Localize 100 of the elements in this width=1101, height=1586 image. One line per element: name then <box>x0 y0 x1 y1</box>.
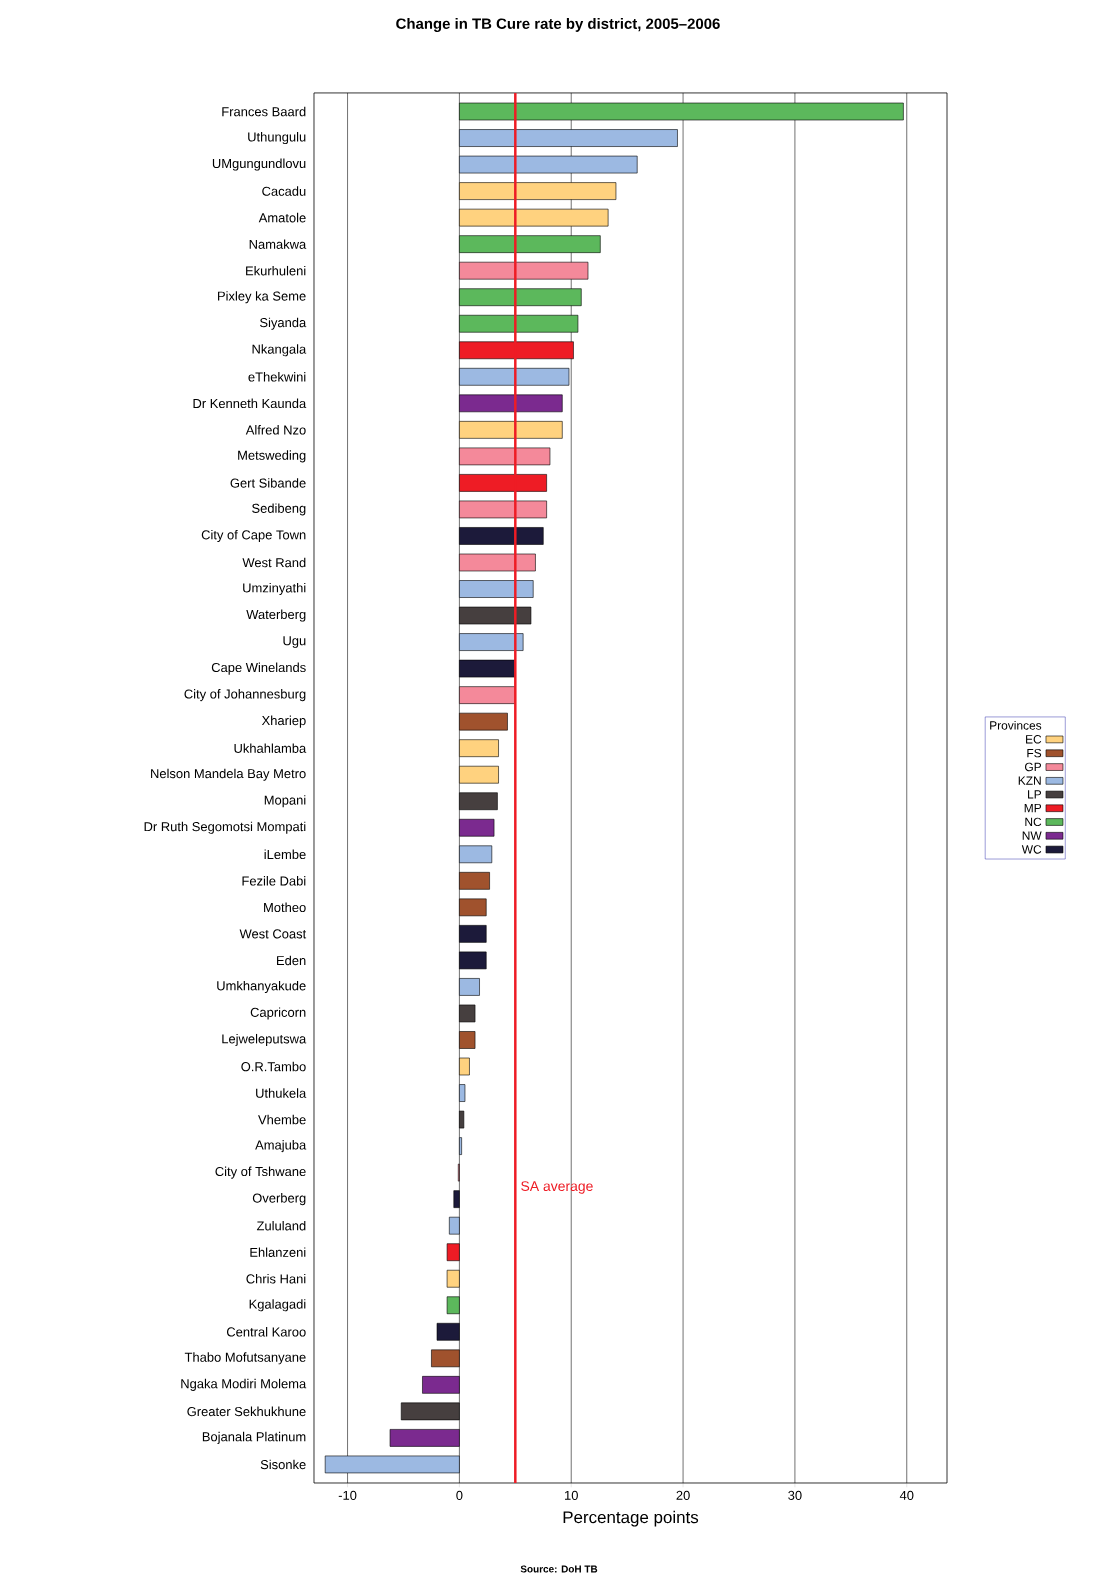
y-tick-label: City of Johannesburg <box>184 689 306 702</box>
y-tick-label: Amajuba <box>255 1140 307 1153</box>
bar <box>459 102 904 121</box>
y-tick-label: Alfred Nzo <box>245 425 306 435</box>
x-tick-label: 20 <box>676 1490 690 1500</box>
bar <box>459 978 480 996</box>
y-tick-label: Greater Sekhukhune <box>187 1406 306 1417</box>
y-tick-label: Namakwa <box>249 239 307 249</box>
bar <box>422 1376 460 1394</box>
y-tick-label: iLembe <box>264 849 306 860</box>
bar <box>459 951 487 970</box>
y-tick-label: Fezile Dabi <box>242 876 306 886</box>
y-tick-label: Dr Kenneth Kaunda <box>193 398 307 409</box>
legend-label: KZN <box>1018 776 1041 785</box>
y-tick-label: Amatole <box>258 212 306 223</box>
legend-label: NW <box>1022 831 1042 840</box>
y-tick-label: Uthukela <box>256 1088 307 1098</box>
bar <box>459 659 516 678</box>
y-tick-label: Pixley ka Seme <box>218 291 306 304</box>
bar <box>459 129 678 147</box>
bar <box>459 580 534 598</box>
bar <box>459 898 487 917</box>
y-tick-label: Cacadu <box>262 186 306 196</box>
y-tick-label: Sedibeng <box>252 503 306 516</box>
x-tick-label: 40 <box>899 1490 914 1500</box>
y-tick-label: West Coast <box>239 929 307 939</box>
bar <box>459 686 516 704</box>
bar <box>459 527 544 545</box>
y-tick-label: City of Tshwane <box>215 1166 306 1179</box>
legend-label: LP <box>1028 790 1042 799</box>
bar <box>459 261 589 280</box>
y-tick-label: Umzinyathi <box>243 582 306 596</box>
y-tick-label: Dr Ruth Segomotsi Mompati <box>144 821 306 834</box>
bar <box>459 1084 466 1102</box>
y-tick-label: Lejweleputswa <box>222 1033 307 1047</box>
bar <box>446 1269 460 1288</box>
y-tick-label: Waterberg <box>246 609 306 622</box>
legend-title: Provinces <box>990 720 1042 730</box>
bar <box>459 394 563 413</box>
y-tick-label: Gert Sibande <box>230 478 306 488</box>
y-tick-label: Thabo Mofutsanyane <box>184 1352 306 1365</box>
legend-label: EC <box>1026 735 1042 744</box>
y-tick-label: UMgungundlovu <box>212 158 306 171</box>
bar <box>324 1455 460 1474</box>
bar <box>459 182 617 200</box>
bar <box>459 845 493 864</box>
y-tick-label: Metsweding <box>238 450 306 463</box>
bar <box>459 606 532 625</box>
bar <box>446 1296 460 1315</box>
chart-title: Change in TB Cure rate by district, 2005–2006 <box>396 17 720 32</box>
bar <box>459 739 499 757</box>
y-tick-label: Nkangala <box>252 344 307 357</box>
y-tick-label: Nelson Mandela Bay Metro <box>151 768 306 781</box>
y-tick-label: Ehlanzeni <box>250 1247 306 1257</box>
bar <box>459 712 508 731</box>
y-tick-label: Bojanala Platinum <box>202 1431 306 1444</box>
y-tick-label: Mopani <box>264 795 306 808</box>
y-tick-label: Ngaka Modiri Molema <box>181 1378 307 1391</box>
bar <box>459 1031 476 1049</box>
y-tick-label: Umkhanyakude <box>217 980 306 993</box>
bar <box>389 1429 460 1447</box>
bar <box>459 633 524 651</box>
bar <box>459 368 570 386</box>
y-tick-label: eThekwini <box>248 372 306 382</box>
bar <box>431 1349 460 1368</box>
bar <box>459 500 547 519</box>
bar <box>459 1004 476 1023</box>
bar <box>449 1216 460 1235</box>
bar <box>453 1190 460 1208</box>
y-tick-label: Kgalagadi <box>249 1299 306 1312</box>
bar <box>459 818 495 837</box>
bar <box>446 1243 460 1262</box>
bar <box>436 1322 460 1341</box>
source-note: Source: DoH TB <box>520 1565 598 1573</box>
y-tick-label: Cape Winelands <box>211 662 306 675</box>
y-tick-label: City of Cape Town <box>201 529 306 542</box>
bar <box>459 155 638 174</box>
legend-label: MP <box>1024 803 1042 813</box>
y-tick-label: Zululand <box>256 1220 306 1231</box>
y-tick-label: Vhembe <box>258 1114 306 1125</box>
x-tick-label: 0 <box>456 1490 463 1500</box>
y-tick-label: Sisonke <box>260 1459 306 1470</box>
bar <box>459 925 487 943</box>
legend-label: FS <box>1027 748 1042 758</box>
y-tick-label: Ugu <box>283 636 306 648</box>
y-tick-label: Ukhahlamba <box>234 743 307 753</box>
bar <box>459 235 601 253</box>
bar <box>400 1402 460 1421</box>
bar <box>459 765 499 784</box>
x-axis-title: Percentage points <box>563 1510 699 1527</box>
y-tick-label: Ekurhuleni <box>246 265 306 276</box>
bar <box>459 288 582 307</box>
y-tick-label: Eden <box>277 955 306 966</box>
y-tick-label: Central Karoo <box>226 1327 306 1337</box>
y-tick-label: Uthungulu <box>248 132 306 145</box>
legend-label: WC <box>1021 845 1042 854</box>
y-tick-label: O.R.Tambo <box>241 1061 306 1072</box>
bar <box>459 1110 465 1129</box>
bar <box>459 314 579 333</box>
y-tick-label: Motheo <box>264 902 306 913</box>
